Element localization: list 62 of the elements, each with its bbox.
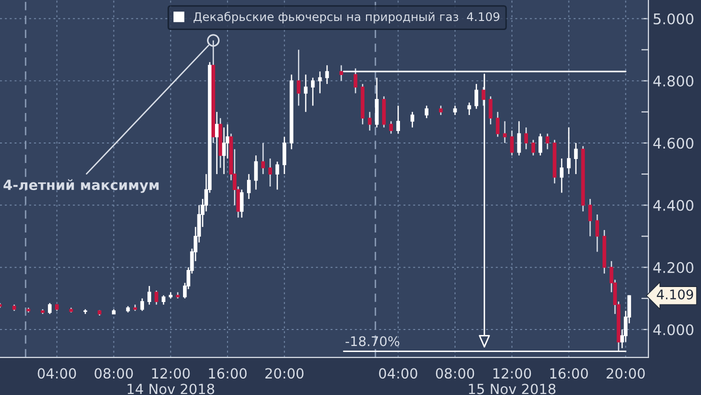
x-tick-label: 08:00 [94, 368, 133, 379]
candlestick [48, 302, 52, 315]
candlestick [310, 77, 315, 106]
candlestick [517, 120, 521, 156]
candlestick [588, 198, 592, 237]
candlestick [240, 188, 244, 218]
x-tick-label: 20:00 [265, 368, 304, 379]
candlestick [524, 126, 528, 150]
legend-label: Декабрьские фьючерсы на природный газ 4.109 [194, 12, 500, 24]
y-tick-label: 4.000 [653, 324, 694, 336]
candlestick [282, 136, 286, 175]
candlestick [254, 154, 258, 190]
candlestick [389, 120, 393, 134]
annotation: 4.109 [656, 289, 694, 300]
candlestick [560, 158, 564, 194]
candlestick [496, 111, 500, 138]
x-tick-label: 08:00 [436, 368, 474, 379]
x-tick-label: 20:00 [606, 368, 645, 379]
candlestick [482, 86, 486, 106]
candlestick [140, 298, 144, 312]
y-tick-label: 5.000 [654, 13, 694, 24]
candlestick [531, 139, 536, 156]
candlestick [268, 158, 272, 188]
x-tick-label: 04:00 [38, 368, 76, 379]
candlestick [222, 126, 226, 175]
y-tick-label: 4.600 [653, 138, 694, 149]
candlestick [325, 64, 329, 85]
candlestick [502, 120, 507, 144]
candlestick [510, 130, 514, 156]
candlestick [354, 68, 358, 94]
annotation: -18.70% [346, 336, 400, 346]
candlestick [538, 133, 542, 156]
candlestick [339, 64, 344, 82]
candlestick [162, 294, 166, 306]
candlestick [215, 111, 219, 175]
y-tick-label: 4.400 [653, 200, 694, 211]
candlestick [154, 290, 158, 306]
candlestick [296, 49, 300, 106]
y-tick-label: 4.200 [653, 262, 694, 274]
candlestick [318, 70, 322, 94]
annotation: 4-летний максимум [4, 179, 159, 193]
candlestick [247, 173, 251, 200]
x-tick-label: 16:00 [209, 368, 247, 379]
candlestick [275, 161, 280, 190]
candlestick [368, 111, 372, 132]
candlestick [410, 111, 414, 128]
candlestick [574, 142, 578, 175]
candlestick [566, 126, 571, 175]
candlestick [595, 214, 600, 252]
candlestick [261, 142, 265, 175]
candlestick [396, 105, 400, 134]
candlestick [488, 96, 492, 125]
candlestick [147, 285, 152, 306]
candlestick [438, 105, 443, 116]
candlestick [453, 105, 457, 116]
candlestick [474, 83, 478, 110]
x-tick-label: 04:00 [379, 368, 418, 379]
y-tick-label: 4.800 [653, 76, 694, 87]
candlestick [546, 133, 550, 150]
candlestick [424, 105, 428, 119]
x-tick-label: 16:00 [550, 368, 588, 379]
candlestick [304, 74, 308, 113]
